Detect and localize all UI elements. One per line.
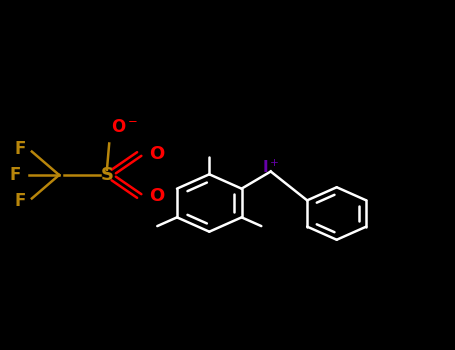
Text: F: F: [15, 192, 26, 210]
Text: I$^+$: I$^+$: [262, 159, 279, 176]
Text: F: F: [9, 166, 20, 184]
Text: O$^-$: O$^-$: [111, 119, 139, 136]
Text: O: O: [149, 145, 165, 163]
Text: S: S: [101, 166, 113, 184]
Text: O: O: [149, 187, 165, 205]
Text: F: F: [15, 140, 26, 158]
